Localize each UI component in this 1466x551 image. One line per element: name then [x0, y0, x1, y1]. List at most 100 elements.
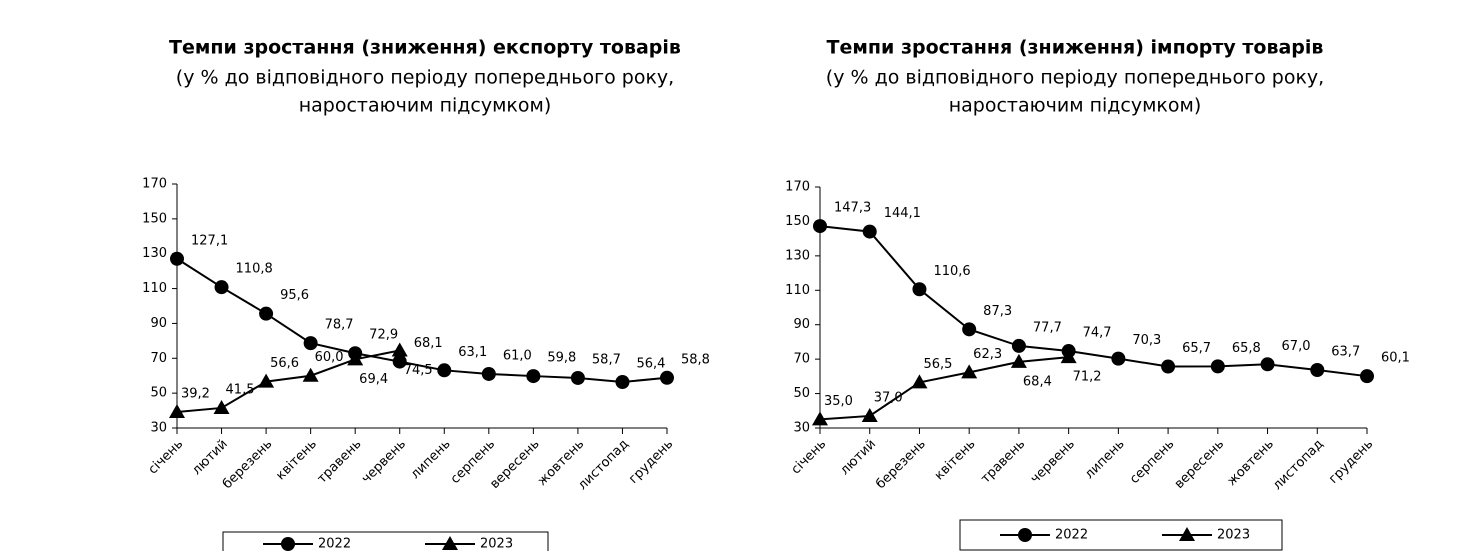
data-label: 95,6 — [280, 288, 309, 303]
point — [812, 411, 828, 426]
x-tick-label: лютий — [837, 437, 879, 479]
data-label: 74,5 — [404, 363, 433, 378]
chart-subtitle: (у % до відповідного періоду попередньог… — [826, 67, 1324, 89]
point — [912, 282, 927, 297]
data-label: 37,0 — [874, 390, 903, 405]
point — [1179, 527, 1195, 541]
data-label: 58,7 — [592, 352, 621, 367]
point — [1360, 369, 1374, 384]
data-label: 58,8 — [681, 352, 710, 367]
point — [303, 336, 318, 351]
x-tick-label: травень — [315, 437, 365, 487]
data-label: 71,2 — [1073, 370, 1102, 385]
x-tick-label: листопад — [1270, 437, 1326, 493]
point — [1310, 362, 1325, 377]
data-label: 65,8 — [1232, 341, 1261, 356]
data-label: 62,3 — [973, 347, 1002, 362]
data-label: 87,3 — [983, 304, 1012, 319]
point — [1060, 349, 1077, 364]
data-label: 72,9 — [369, 328, 398, 343]
data-label: 68,1 — [414, 336, 443, 351]
point — [169, 403, 185, 418]
x-tick-label: квітень — [273, 437, 320, 484]
point — [481, 366, 496, 381]
series-line — [819, 356, 1069, 421]
data-label: 56,5 — [923, 357, 952, 372]
y-tick-label: 110 — [785, 283, 810, 298]
data-label: 74,7 — [1083, 326, 1112, 341]
point — [214, 280, 229, 295]
y-tick-label: 90 — [150, 316, 167, 331]
data-label: 61,0 — [503, 348, 532, 363]
y-tick-label: 50 — [150, 386, 167, 401]
data-label: 41,5 — [226, 382, 255, 397]
y-tick-label: 150 — [785, 214, 810, 229]
y-tick-label: 110 — [142, 281, 167, 296]
y-tick-label: 70 — [150, 351, 167, 366]
x-tick-label: червень — [1028, 437, 1078, 487]
point — [442, 536, 458, 550]
chart-subtitle: наростаючим підсумком) — [949, 95, 1202, 117]
y-tick-label: 30 — [150, 421, 167, 436]
legend-label: 2023 — [480, 537, 513, 551]
data-label: 70,3 — [1132, 333, 1161, 348]
series-line — [176, 257, 668, 383]
y-tick-label: 130 — [785, 248, 810, 263]
series-line — [176, 349, 400, 413]
data-label: 35,0 — [824, 394, 853, 409]
y-tick-label: 150 — [142, 211, 167, 226]
point — [1010, 353, 1027, 368]
data-label: 39,2 — [181, 386, 210, 401]
data-label: 110,6 — [933, 264, 970, 279]
data-label: 68,4 — [1023, 374, 1052, 389]
data-label: 127,1 — [191, 233, 228, 248]
point — [911, 374, 928, 389]
data-label: 67,0 — [1282, 339, 1311, 354]
point — [861, 407, 878, 422]
x-tick-label: березень — [873, 437, 928, 492]
chart-subtitle: (у % до відповідного періоду попередньог… — [176, 67, 674, 89]
point — [259, 306, 274, 321]
legend-box — [222, 531, 549, 551]
x-tick-label: жовтень — [1224, 437, 1276, 489]
point — [347, 351, 364, 366]
data-label: 65,7 — [1182, 341, 1211, 356]
y-tick-label: 30 — [793, 421, 810, 436]
data-label: 110,8 — [236, 262, 273, 277]
point — [213, 399, 230, 414]
x-tick-label: квітень — [932, 437, 979, 484]
data-label: 147,3 — [834, 201, 871, 216]
x-tick-label: січень — [146, 437, 187, 478]
y-tick-label: 90 — [793, 317, 810, 332]
point — [962, 322, 977, 337]
y-tick-label: 130 — [142, 246, 167, 261]
y-tick-label: 70 — [793, 352, 810, 367]
point — [1260, 357, 1275, 372]
data-label: 56,6 — [270, 356, 299, 371]
chart-subtitle: наростаючим підсумком) — [299, 95, 552, 117]
point — [961, 364, 978, 379]
point — [570, 370, 585, 385]
x-tick-label: грудень — [626, 437, 676, 487]
point — [170, 251, 184, 266]
x-tick-label: грудень — [1326, 437, 1376, 487]
x-tick-label: вересень — [1172, 437, 1227, 492]
point — [391, 342, 408, 357]
point — [258, 373, 275, 388]
x-tick-label: січень — [789, 437, 830, 478]
series-line — [819, 225, 1368, 378]
y-tick-label: 170 — [785, 180, 810, 195]
chart-title: Темпи зростання (зниження) експорту това… — [169, 37, 681, 59]
legend-label: 2023 — [1217, 528, 1250, 543]
data-label: 69,4 — [359, 372, 388, 387]
point — [813, 219, 827, 234]
point — [437, 363, 452, 378]
legend-label: 2022 — [318, 537, 351, 551]
x-tick-label: серпень — [1127, 437, 1177, 487]
point — [302, 367, 319, 382]
legend-label: 2022 — [1055, 528, 1088, 543]
point — [615, 374, 630, 389]
point — [1161, 359, 1176, 374]
point — [862, 224, 877, 239]
